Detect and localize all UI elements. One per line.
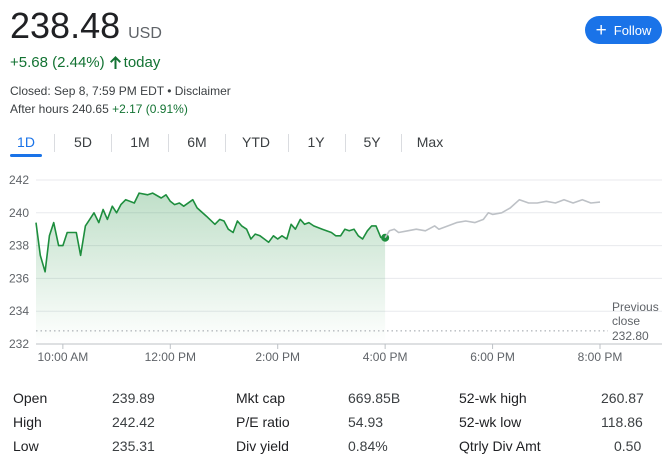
stat-value-qtrly-div: 0.50: [614, 438, 642, 454]
chart-series: [35, 192, 601, 344]
y-tick-label: 232: [9, 337, 29, 351]
stat-label-mkt-cap: Mkt cap: [236, 390, 286, 406]
stat-value-low: 235.31: [112, 438, 155, 454]
stat-value-mkt-cap: 669.85B: [348, 390, 401, 406]
x-axis-labels: 10:00 AM 12:00 PM 2:00 PM 4:00 PM 6:00 PM 8:0…: [38, 344, 623, 364]
plus-icon: +: [595, 19, 607, 41]
x-tick-label: 12:00 PM: [145, 350, 196, 364]
change-period: today: [123, 54, 161, 71]
stat-value-pe-ratio: 54.93: [348, 414, 384, 430]
after-hours-line: [384, 198, 601, 239]
after-hours-price: 240.65: [72, 102, 109, 116]
tab-1y[interactable]: 1Y: [307, 134, 325, 150]
stat-label-open: Open: [13, 390, 48, 406]
tab-divider: [54, 134, 55, 152]
stat-value-div-yield: 0.84%: [348, 438, 388, 454]
closed-text: Closed: Sep 8, 7:59 PM EDT: [10, 84, 164, 98]
y-tick-label: 242: [9, 173, 29, 187]
market-status: Closed: Sep 8, 7:59 PM EDT • Disclaimer: [10, 84, 231, 98]
tab-max[interactable]: Max: [416, 134, 444, 150]
x-tick-label: 4:00 PM: [363, 350, 408, 364]
tab-1d[interactable]: 1D: [17, 134, 35, 150]
tab-6m[interactable]: 6M: [187, 134, 207, 150]
stat-label-pe-ratio: P/E ratio: [236, 414, 290, 430]
after-hours: After hours 240.65 +2.17 (0.91%): [10, 102, 188, 116]
x-tick-label: 10:00 AM: [38, 350, 89, 364]
stat-label-qtrly-div: Qtrly Div Amt: [459, 438, 541, 454]
active-tab-indicator: [10, 154, 42, 157]
tab-divider: [111, 134, 112, 152]
arrow-up-icon: [109, 56, 121, 69]
tab-divider: [401, 134, 402, 152]
stat-value-52wk-low: 118.86: [601, 414, 643, 430]
price-change: +5.68 (2.44%) today: [10, 54, 160, 71]
change-value: +5.68 (2.44%): [10, 54, 105, 71]
stat-label-div-yield: Div yield: [236, 438, 289, 454]
after-hours-label: After hours: [10, 102, 69, 116]
previous-close-label: Previous: [612, 300, 659, 314]
stat-value-high: 242.42: [112, 414, 155, 430]
tab-divider: [345, 134, 346, 152]
after-hours-change: +2.17 (0.91%): [112, 102, 188, 116]
regular-session-area: [36, 193, 386, 344]
current-price: 238.48: [10, 5, 121, 46]
stat-label-52wk-high: 52-wk high: [459, 390, 527, 406]
stat-label-high: High: [13, 414, 42, 430]
currency-label: USD: [128, 25, 162, 42]
previous-close-label: close: [612, 314, 640, 328]
stat-label-52wk-low: 52-wk low: [459, 414, 522, 430]
x-tick-label: 8:00 PM: [578, 350, 623, 364]
separator-dot: •: [167, 84, 172, 98]
follow-label: Follow: [613, 22, 652, 38]
market-close-point[interactable]: [381, 233, 390, 242]
y-axis-labels: 242 240 238 236 234 232: [9, 173, 29, 351]
stat-value-open: 239.89: [112, 390, 155, 406]
y-tick-label: 234: [9, 304, 29, 318]
x-tick-label: 2:00 PM: [255, 350, 300, 364]
disclaimer-link[interactable]: Disclaimer: [174, 84, 231, 98]
y-tick-label: 236: [9, 271, 29, 285]
y-tick-label: 240: [9, 206, 29, 220]
stat-label-low: Low: [13, 438, 39, 454]
tab-5d[interactable]: 5D: [74, 134, 92, 150]
tab-divider: [225, 134, 226, 152]
x-tick-label: 6:00 PM: [470, 350, 515, 364]
tab-ytd[interactable]: YTD: [242, 134, 270, 150]
regular-session-line: [35, 192, 386, 273]
tab-5y[interactable]: 5Y: [363, 134, 381, 150]
tab-divider: [168, 134, 169, 152]
previous-close-value: 232.80: [612, 329, 649, 343]
price-chart[interactable]: 242 240 238 236 234 232 10:00 AM 12:00 PM 2:00 …: [0, 170, 668, 370]
y-tick-label: 238: [9, 239, 29, 253]
follow-button[interactable]: + Follow: [585, 16, 662, 44]
tab-divider: [288, 134, 289, 152]
tab-1m[interactable]: 1M: [130, 134, 150, 150]
stat-value-52wk-high: 260.87: [601, 390, 644, 406]
price-header: 238.48 USD: [10, 4, 162, 48]
